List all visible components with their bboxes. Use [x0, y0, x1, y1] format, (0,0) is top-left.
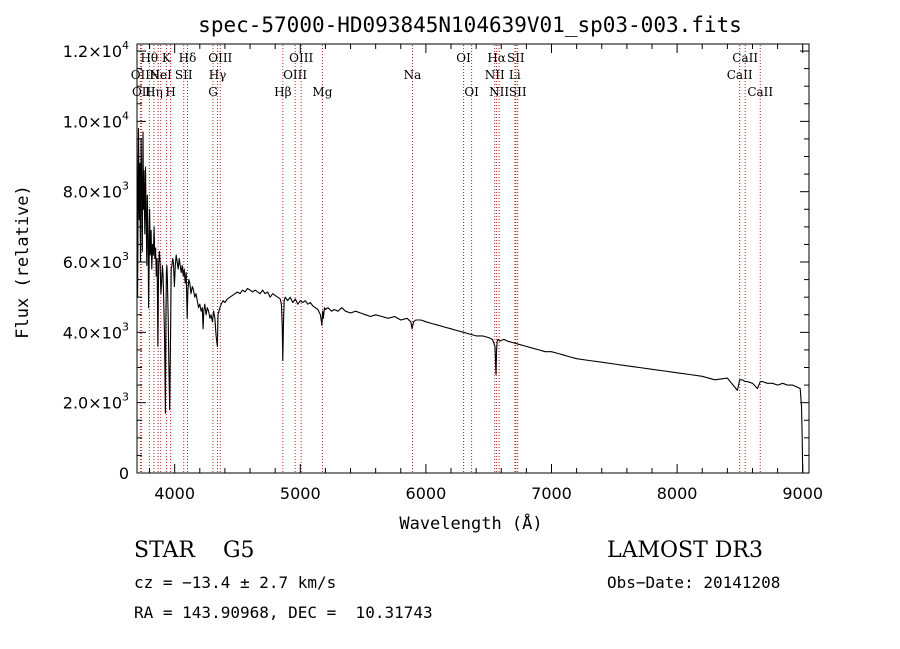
- line-label-5: HeI: [150, 68, 173, 82]
- y-tick-mantissa-2: 4.0×10: [63, 323, 122, 342]
- line-label-7: H: [165, 85, 175, 99]
- x-tick-label-5: 9000: [782, 484, 823, 503]
- y-tick-exponent-5: 4: [122, 109, 129, 122]
- line-label-16: Mg: [312, 85, 332, 99]
- line-label-3: Hη: [145, 85, 163, 99]
- emission-line-markers: OIIOIIHθHηNeHeIKHSIIHδGHγOIIIHβOIIIOIIIM…: [131, 45, 773, 472]
- y-tick-label-2: 4.0×103: [63, 320, 129, 342]
- line-label-11: Hγ: [209, 68, 227, 82]
- line-label-23: Li: [509, 68, 521, 82]
- line-label-4: Ne: [149, 68, 167, 82]
- y-tick-label-5: 1.0×104: [63, 109, 129, 131]
- line-label-10: G: [208, 85, 218, 99]
- x-tick-label-3: 7000: [531, 484, 572, 503]
- x-tick-label-1: 5000: [280, 484, 321, 503]
- line-label-0: OII: [131, 68, 151, 82]
- y-tick-exponent-2: 3: [122, 320, 129, 333]
- ra-dec-coordinates: RA = 143.90968, DEC = 10.31743: [134, 603, 433, 622]
- line-label-12: OIII: [208, 51, 232, 65]
- line-label-9: Hδ: [179, 51, 197, 65]
- plot-axes: 4000 5000 6000 7000 8000 900002.0×1034.0×1036…: [63, 39, 823, 503]
- line-label-18: OI: [456, 51, 471, 65]
- y-tick-label-3: 6.0×103: [63, 250, 129, 272]
- line-label-21: Hα: [487, 51, 506, 65]
- y-tick-label-1: 2.0×103: [63, 391, 129, 413]
- y-tick-exponent-6: 4: [122, 39, 129, 52]
- line-label-27: CaII: [732, 51, 758, 65]
- line-label-6: K: [162, 51, 172, 65]
- y-tick-label-4: 8.0×103: [63, 180, 129, 202]
- y-tick-exponent-1: 3: [122, 391, 129, 404]
- line-label-14: OIII: [283, 68, 307, 82]
- y-tick-exponent-3: 3: [122, 250, 129, 263]
- line-label-13: Hβ: [274, 85, 291, 99]
- line-label-26: CaII: [727, 68, 753, 82]
- line-label-19: OI: [464, 85, 479, 99]
- redshift-cz: cz = −13.4 ± 2.7 km/s: [134, 573, 337, 592]
- line-label-28: CaII: [747, 85, 773, 99]
- y-axis-label: Flux (relative): [13, 185, 33, 339]
- y-tick-exponent-4: 3: [122, 180, 129, 193]
- x-tick-label-2: 6000: [406, 484, 447, 503]
- line-label-17: Na: [404, 68, 422, 82]
- y-tick-mantissa-3: 6.0×10: [63, 253, 122, 272]
- y-tick-mantissa-6: 1.2×10: [63, 42, 122, 61]
- line-label-8: SII: [175, 68, 193, 82]
- line-label-25: SII: [509, 85, 527, 99]
- y-tick-mantissa-1: 2.0×10: [63, 394, 122, 413]
- line-label-22: NII: [489, 85, 509, 99]
- y-tick-mantissa-5: 1.0×10: [63, 112, 122, 131]
- object-class: STAR G5: [134, 538, 255, 563]
- spectrum-line: [136, 127, 804, 474]
- x-tick-label-4: 8000: [657, 484, 698, 503]
- x-axis-label: Wavelength (Å): [399, 512, 542, 534]
- line-label-15: OIII: [289, 51, 313, 65]
- y-tick-label-6: 1.2×104: [63, 39, 129, 61]
- plot-frame: [136, 43, 810, 474]
- y-tick-mantissa-0: 0: [119, 464, 129, 483]
- x-tick-label-0: 4000: [154, 484, 195, 503]
- spectrum-series: [136, 127, 804, 474]
- line-label-24: SII: [507, 51, 525, 65]
- chart-title: spec-57000-HD093845N104639V01_sp03-003.f…: [198, 13, 742, 37]
- y-tick-mantissa-4: 8.0×10: [63, 183, 122, 202]
- y-tick-label-0: 0: [119, 464, 129, 483]
- line-label-20: NII: [485, 68, 505, 82]
- survey-name: LAMOST DR3: [607, 538, 763, 563]
- observation-date: Obs−Date: 20141208: [607, 573, 781, 592]
- line-label-2: Hθ: [140, 51, 158, 65]
